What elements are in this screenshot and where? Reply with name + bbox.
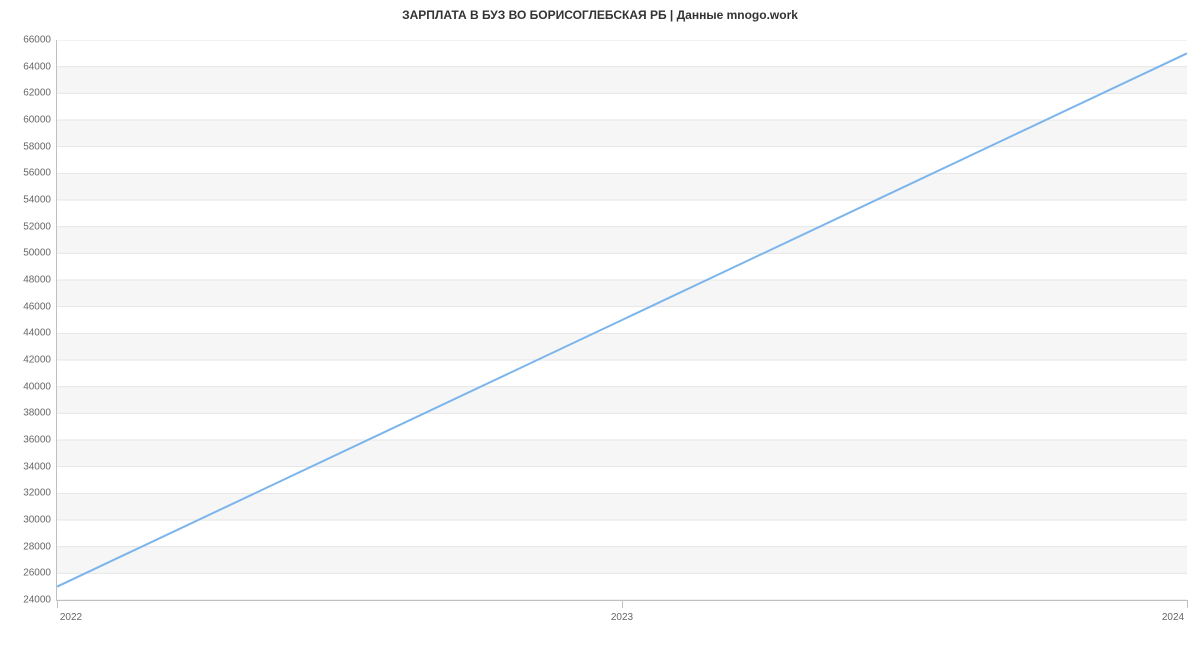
x-tick-label: 2023 <box>611 612 633 623</box>
y-tick-label: 52000 <box>23 221 51 232</box>
y-tick-label: 46000 <box>23 301 51 312</box>
y-tick-label: 32000 <box>23 488 51 499</box>
y-tick-label: 36000 <box>23 435 51 446</box>
y-tick-label: 62000 <box>23 88 51 99</box>
x-tick-label: 2022 <box>60 612 82 623</box>
y-tick-label: 50000 <box>23 248 51 259</box>
chart-title: ЗАРПЛАТА В БУЗ ВО БОРИСОГЛЕБСКАЯ РБ | Да… <box>0 8 1200 22</box>
y-tick-label: 34000 <box>23 461 51 472</box>
y-tick-label: 40000 <box>23 381 51 392</box>
y-tick-label: 60000 <box>23 115 51 126</box>
y-tick-label: 38000 <box>23 408 51 419</box>
series-line <box>57 53 1187 586</box>
chart-container: ЗАРПЛАТА В БУЗ ВО БОРИСОГЛЕБСКАЯ РБ | Да… <box>0 0 1200 650</box>
y-tick-label: 66000 <box>23 35 51 46</box>
y-tick-label: 26000 <box>23 568 51 579</box>
y-tick-label: 64000 <box>23 61 51 72</box>
y-tick-label: 56000 <box>23 168 51 179</box>
y-tick-label: 24000 <box>23 595 51 606</box>
plot-area: 2400026000280003000032000340003600038000… <box>56 40 1187 601</box>
chart-svg <box>57 40 1187 600</box>
x-tick-mark <box>622 600 623 608</box>
x-tick-mark <box>57 600 58 608</box>
y-tick-label: 44000 <box>23 328 51 339</box>
y-tick-label: 58000 <box>23 141 51 152</box>
x-tick-mark <box>1187 600 1188 608</box>
x-tick-label: 2024 <box>1162 612 1184 623</box>
y-tick-label: 54000 <box>23 195 51 206</box>
y-tick-label: 28000 <box>23 541 51 552</box>
y-tick-label: 42000 <box>23 355 51 366</box>
y-tick-label: 30000 <box>23 515 51 526</box>
y-tick-label: 48000 <box>23 275 51 286</box>
